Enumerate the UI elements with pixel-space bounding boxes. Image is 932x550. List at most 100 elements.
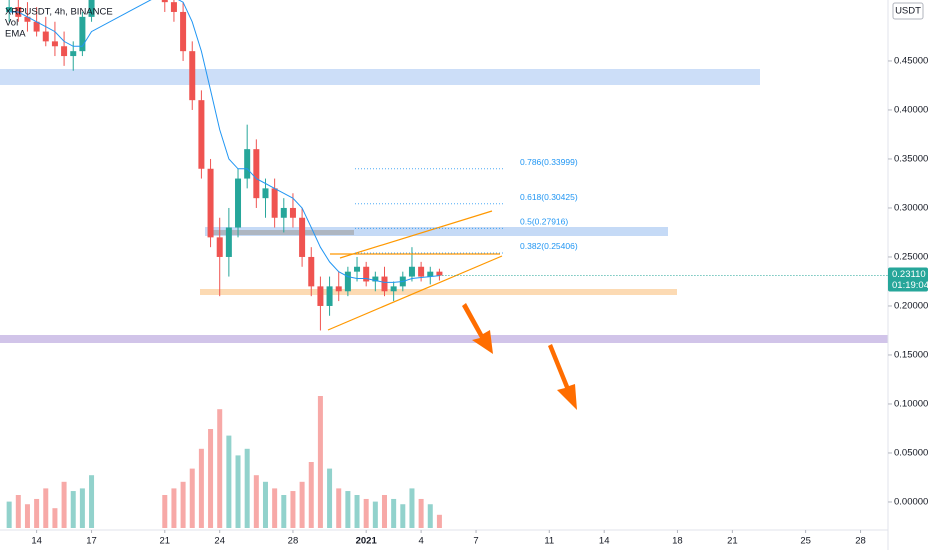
volume-bar xyxy=(391,498,397,528)
volume-bar xyxy=(52,508,58,528)
volume-bar xyxy=(244,448,250,528)
last-price-label: 0.23110 xyxy=(892,269,926,280)
y-tick-label: 0.35000 xyxy=(894,153,928,164)
candle-body xyxy=(354,266,361,272)
x-tick-label: 14 xyxy=(31,536,42,547)
candle-body xyxy=(289,207,296,218)
candle-body xyxy=(381,276,388,292)
volume-bar xyxy=(317,396,323,528)
volume-bar xyxy=(381,495,387,528)
y-tick-label: 0.15000 xyxy=(894,349,928,360)
candle-body xyxy=(79,16,86,52)
volume-bar xyxy=(418,498,424,528)
plot-area xyxy=(0,0,888,528)
candle-body xyxy=(61,46,68,57)
volume-bar xyxy=(189,468,195,528)
volume-bar xyxy=(427,504,433,528)
currency-button[interactable] xyxy=(892,2,924,20)
candle-body xyxy=(88,0,95,17)
x-tick-label: 14 xyxy=(599,536,610,547)
volume-bar xyxy=(253,475,259,528)
candle-body xyxy=(24,16,31,22)
candle-body xyxy=(363,266,370,282)
volume-bar xyxy=(162,495,168,528)
x-tick-label: 21 xyxy=(159,536,170,547)
last-price-box xyxy=(888,267,928,292)
currency-label: USDT xyxy=(895,6,921,17)
countdown: 01:19:04 xyxy=(892,280,929,291)
volume-bar xyxy=(217,409,223,528)
x-tick-label: 25 xyxy=(800,536,811,547)
candle-body xyxy=(418,266,425,277)
x-tick-label: 17 xyxy=(86,536,97,547)
candle-body xyxy=(216,237,223,257)
volume-bar xyxy=(400,504,406,528)
volume-bar xyxy=(171,488,177,528)
candle-body xyxy=(299,217,306,257)
candle-body xyxy=(161,0,168,3)
candle-body xyxy=(344,271,351,292)
volume-bar xyxy=(281,495,287,528)
x-tick-label: 28 xyxy=(288,536,299,547)
candle-body xyxy=(326,286,333,306)
volume-bar xyxy=(272,488,278,528)
volume-bar xyxy=(15,495,21,528)
resistance-zone xyxy=(0,69,760,85)
candle-body xyxy=(51,41,58,47)
candle-body xyxy=(244,149,251,179)
candle-body xyxy=(253,149,260,199)
fib-label: 0.786(0.33999) xyxy=(520,157,578,167)
volume-bar xyxy=(180,481,186,528)
x-tick-label: 18 xyxy=(672,536,683,547)
support-line xyxy=(0,335,888,343)
volume-bar xyxy=(43,488,49,528)
x-tick-label: 24 xyxy=(214,536,225,547)
volume-bar xyxy=(34,498,40,528)
candle-body xyxy=(335,286,342,292)
x-tick-label: 21 xyxy=(727,536,738,547)
arrow xyxy=(462,303,493,354)
y-tick-label: 0.10000 xyxy=(894,398,928,409)
volume-bar xyxy=(327,468,333,528)
support-zone xyxy=(200,289,677,295)
y-tick-label: 0.20000 xyxy=(894,300,928,311)
volume-bar xyxy=(336,488,342,528)
candle-body xyxy=(207,168,214,238)
x-tick-label: 11 xyxy=(544,536,554,547)
volume-bar xyxy=(79,488,85,528)
volume-bar xyxy=(436,514,442,528)
y-tick-label: 0.30000 xyxy=(894,202,928,213)
volume-bar xyxy=(89,475,95,528)
candle-body xyxy=(42,31,49,42)
x-tick-label: 7 xyxy=(473,536,478,547)
candle-body xyxy=(6,7,13,12)
volume-bar xyxy=(354,495,360,528)
y-tick-label: 0.25000 xyxy=(894,251,928,262)
fib-label: 0.5(0.27916) xyxy=(520,217,568,227)
fib-label: 0.382(0.25406) xyxy=(520,241,578,251)
y-tick-label: 0.00000 xyxy=(894,496,928,507)
ema-line xyxy=(9,0,440,283)
x-tick-label: 2021 xyxy=(356,536,378,547)
resistance-zone xyxy=(205,227,668,236)
candle-body xyxy=(408,266,415,277)
legend-ema: EMA xyxy=(5,29,26,40)
volume-bar xyxy=(198,448,204,528)
symbol-title: XRPUSDT, 4h, BINANCE xyxy=(5,7,113,18)
volume-bar xyxy=(24,504,30,528)
candle-body xyxy=(33,21,40,32)
volume-bar xyxy=(345,491,351,528)
y-tick-label: 0.40000 xyxy=(894,104,928,115)
volume-bar xyxy=(308,462,314,528)
volume-bar xyxy=(61,481,67,528)
candle-body xyxy=(271,188,278,218)
y-tick-label: 0.45000 xyxy=(894,55,928,66)
x-tick-label: 4 xyxy=(418,536,423,547)
volume-bar xyxy=(70,491,76,528)
candle-body xyxy=(390,286,397,292)
volume-bar xyxy=(372,501,378,528)
candle-body xyxy=(170,2,177,12)
volume-bar xyxy=(208,429,214,528)
volume-bar xyxy=(6,501,12,528)
